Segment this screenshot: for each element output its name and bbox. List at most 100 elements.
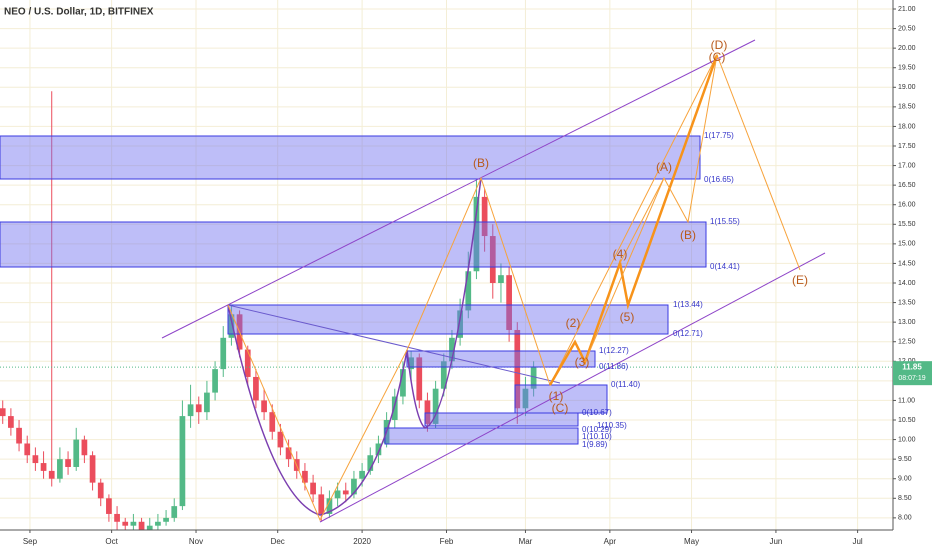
y-tick-label: 19.50 bbox=[898, 65, 916, 72]
candle-body bbox=[473, 196, 480, 272]
chart-title: NEO / U.S. Dollar, 1D, BITFINEX bbox=[4, 7, 154, 18]
wave-label: (D) bbox=[711, 38, 728, 52]
candle-body bbox=[32, 455, 39, 464]
candle-body bbox=[530, 367, 537, 389]
y-tick-label: 19.00 bbox=[898, 84, 916, 91]
x-tick-label: Mar bbox=[519, 537, 533, 546]
candle-body bbox=[514, 329, 521, 409]
y-tick-label: 8.50 bbox=[898, 495, 912, 502]
y-tick-label: 20.50 bbox=[898, 25, 916, 32]
x-tick-label: Oct bbox=[105, 537, 118, 546]
candle-body bbox=[138, 521, 145, 530]
axes: 8.008.509.009.5010.0010.5011.0011.5012.0… bbox=[23, 6, 932, 546]
candle-body bbox=[171, 506, 178, 518]
wave-label: (C) bbox=[552, 401, 569, 415]
candle-body bbox=[506, 275, 512, 330]
y-tick-label: 18.50 bbox=[898, 104, 916, 111]
candle-body bbox=[244, 349, 251, 377]
wave-label: (E) bbox=[792, 273, 808, 287]
candle-body bbox=[57, 459, 63, 479]
x-tick-label: 2020 bbox=[353, 537, 371, 546]
candle-body bbox=[24, 443, 31, 456]
candle-body bbox=[359, 470, 365, 479]
candle-body bbox=[269, 412, 276, 432]
y-tick-label: 17.50 bbox=[898, 143, 916, 150]
y-tick-label: 15.50 bbox=[898, 221, 916, 228]
wave-line bbox=[227, 53, 801, 522]
candle-body bbox=[81, 439, 88, 456]
last-price-box bbox=[893, 361, 932, 386]
y-tick-label: 18.00 bbox=[898, 123, 916, 130]
candle-body bbox=[391, 396, 398, 421]
fib-zone bbox=[424, 412, 579, 427]
fib-labels: 1(17.75) 0(16.65) 1(15.55) 0(14.41) 1(13… bbox=[582, 131, 740, 449]
candle-body bbox=[220, 337, 227, 370]
y-tick-label: 10.00 bbox=[898, 436, 916, 443]
candle-body bbox=[449, 337, 455, 362]
candle-body bbox=[277, 431, 284, 448]
candle-body bbox=[424, 400, 431, 424]
x-tick-label: Jul bbox=[852, 537, 862, 546]
wave-line bbox=[548, 54, 719, 386]
trend-line bbox=[227, 304, 561, 384]
fib-label: 1(17.75) bbox=[704, 131, 734, 140]
fib-label: 0(11.86) bbox=[599, 362, 629, 371]
candle-body bbox=[285, 447, 292, 460]
y-tick-label: 15.00 bbox=[898, 241, 916, 248]
candle-body bbox=[408, 357, 414, 370]
fib-label: 1(13.44) bbox=[673, 300, 703, 309]
candle-body bbox=[498, 275, 504, 284]
y-tick-label: 14.00 bbox=[898, 280, 916, 287]
fib-label: 0(11.40) bbox=[611, 380, 641, 389]
channel-line bbox=[319, 252, 826, 523]
candle-body bbox=[195, 404, 202, 413]
candle-body bbox=[465, 271, 472, 311]
wave-line bbox=[619, 54, 718, 264]
countdown: 08:07:19 bbox=[898, 375, 925, 382]
y-tick-label: 17.00 bbox=[898, 162, 916, 169]
candle-body bbox=[261, 400, 267, 413]
fib-label: 1(10.35) bbox=[597, 421, 627, 430]
wave-label: (B) bbox=[680, 228, 696, 242]
candle-body bbox=[351, 478, 357, 495]
candle-body bbox=[89, 455, 96, 483]
candle-body bbox=[187, 404, 194, 417]
candle-body bbox=[440, 361, 447, 389]
x-tick-label: Feb bbox=[440, 537, 454, 546]
fib-zone bbox=[406, 350, 596, 368]
candle-body bbox=[163, 517, 169, 522]
candle-body bbox=[73, 439, 80, 467]
fib-label: 0(12.71) bbox=[673, 329, 703, 338]
candle-body bbox=[489, 236, 496, 284]
wave-labels: (B) (A) (B) (D) (C) (E) (1) (C) (2) (3) … bbox=[473, 38, 808, 415]
wave-label: (C) bbox=[709, 50, 726, 64]
candle-body bbox=[204, 392, 210, 413]
wave-label: (B) bbox=[473, 156, 489, 170]
fib-label: 0(10.29) bbox=[582, 425, 612, 434]
candle-body bbox=[302, 470, 308, 483]
candle-body bbox=[326, 498, 333, 514]
candle-body bbox=[8, 416, 14, 428]
candle-body bbox=[416, 357, 423, 401]
fib-label: 0(10.67) bbox=[582, 408, 612, 417]
drawings bbox=[0, 39, 826, 523]
y-tick-label: 8.00 bbox=[898, 515, 912, 522]
fib-label: 1(15.55) bbox=[710, 217, 740, 226]
candle-body bbox=[457, 310, 463, 338]
candle-body bbox=[375, 443, 382, 456]
fib-label: 1(9.89) bbox=[582, 440, 608, 449]
candle-body bbox=[179, 416, 186, 507]
y-tick-label: 20.00 bbox=[898, 45, 916, 52]
fib-label: 0(16.65) bbox=[704, 175, 734, 184]
grid bbox=[0, 0, 893, 530]
x-tick-label: Sep bbox=[23, 537, 38, 546]
x-tick-label: May bbox=[684, 537, 699, 546]
y-tick-label: 12.50 bbox=[898, 339, 916, 346]
candle-body bbox=[212, 369, 218, 393]
price-axis bbox=[893, 0, 932, 550]
candle-body bbox=[65, 459, 71, 467]
wave-label: (A) bbox=[656, 160, 672, 174]
wave-label: (1) bbox=[549, 389, 564, 403]
fib-label: 1(10.10) bbox=[582, 432, 612, 441]
